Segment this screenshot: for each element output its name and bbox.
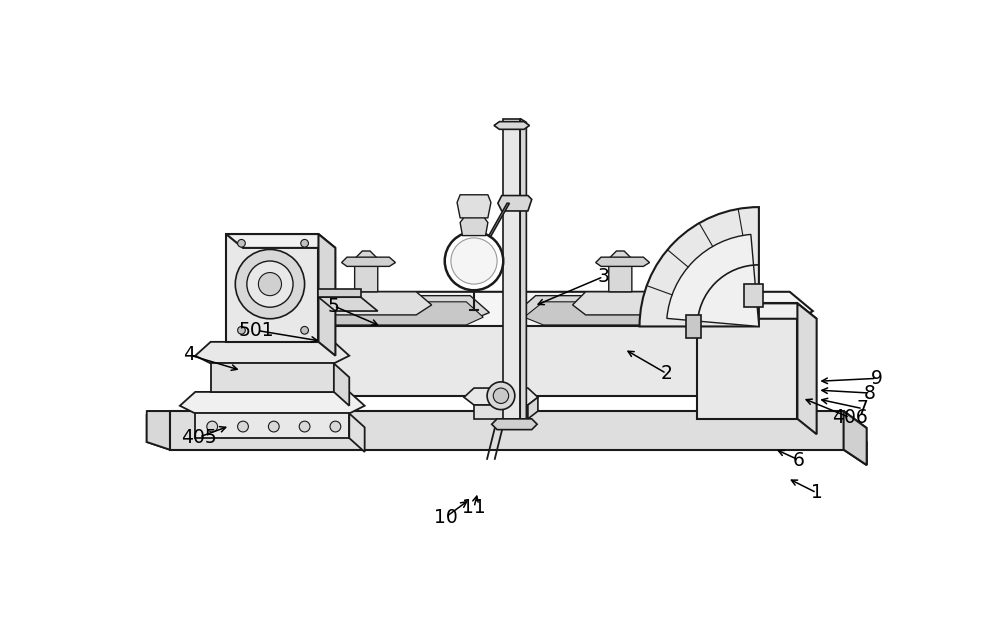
Polygon shape	[844, 411, 867, 465]
Text: 501: 501	[239, 321, 275, 340]
Polygon shape	[318, 297, 378, 311]
Polygon shape	[334, 363, 349, 406]
Text: 11: 11	[462, 498, 486, 517]
Polygon shape	[272, 302, 483, 325]
Polygon shape	[226, 234, 335, 248]
Text: 7: 7	[857, 399, 869, 418]
Wedge shape	[640, 207, 759, 326]
Circle shape	[258, 272, 282, 296]
Polygon shape	[464, 388, 538, 405]
Polygon shape	[318, 290, 361, 297]
Circle shape	[235, 250, 305, 319]
Polygon shape	[318, 292, 432, 315]
Polygon shape	[609, 251, 632, 292]
Polygon shape	[503, 119, 520, 419]
Circle shape	[445, 232, 503, 290]
Circle shape	[451, 238, 497, 284]
Polygon shape	[596, 257, 650, 267]
Circle shape	[330, 421, 341, 432]
Polygon shape	[474, 405, 528, 419]
Polygon shape	[231, 307, 255, 396]
Polygon shape	[211, 363, 334, 392]
Polygon shape	[195, 342, 349, 363]
Polygon shape	[231, 292, 813, 326]
Circle shape	[493, 388, 509, 403]
Polygon shape	[697, 304, 797, 419]
Polygon shape	[457, 195, 491, 218]
Circle shape	[301, 239, 308, 247]
Text: 406: 406	[832, 408, 868, 427]
Circle shape	[238, 421, 248, 432]
Polygon shape	[483, 203, 509, 246]
Text: 6: 6	[793, 450, 805, 469]
Text: 3: 3	[597, 267, 609, 286]
Text: 10: 10	[434, 508, 457, 527]
Polygon shape	[147, 415, 867, 465]
Text: 9: 9	[871, 369, 883, 388]
Polygon shape	[147, 411, 170, 450]
Polygon shape	[573, 292, 686, 315]
Polygon shape	[180, 392, 365, 413]
Polygon shape	[195, 413, 349, 438]
Polygon shape	[498, 196, 532, 211]
Polygon shape	[492, 419, 537, 430]
Circle shape	[238, 326, 245, 334]
Text: 1: 1	[811, 483, 823, 502]
Text: 8: 8	[864, 384, 876, 403]
Circle shape	[299, 421, 310, 432]
Text: 405: 405	[181, 427, 217, 446]
Circle shape	[247, 261, 293, 307]
Polygon shape	[255, 326, 790, 396]
Polygon shape	[528, 398, 538, 419]
Polygon shape	[744, 284, 763, 307]
Polygon shape	[516, 296, 740, 320]
Circle shape	[238, 239, 245, 247]
Polygon shape	[460, 217, 488, 236]
Text: 2: 2	[661, 364, 672, 383]
Polygon shape	[342, 257, 395, 267]
Polygon shape	[262, 296, 489, 320]
Circle shape	[268, 421, 279, 432]
Polygon shape	[147, 411, 867, 428]
Polygon shape	[226, 234, 318, 342]
Circle shape	[487, 382, 515, 410]
Polygon shape	[797, 304, 817, 434]
Polygon shape	[318, 234, 335, 356]
Polygon shape	[790, 326, 813, 415]
Polygon shape	[524, 302, 733, 325]
Text: 5: 5	[328, 297, 340, 316]
Circle shape	[207, 421, 218, 432]
Polygon shape	[349, 413, 365, 452]
Polygon shape	[697, 304, 817, 319]
Polygon shape	[170, 411, 844, 450]
Wedge shape	[667, 234, 759, 326]
Polygon shape	[494, 122, 529, 130]
Polygon shape	[355, 251, 378, 292]
Text: 4: 4	[183, 345, 195, 364]
Polygon shape	[520, 119, 526, 423]
Polygon shape	[686, 315, 701, 338]
Circle shape	[301, 326, 308, 334]
